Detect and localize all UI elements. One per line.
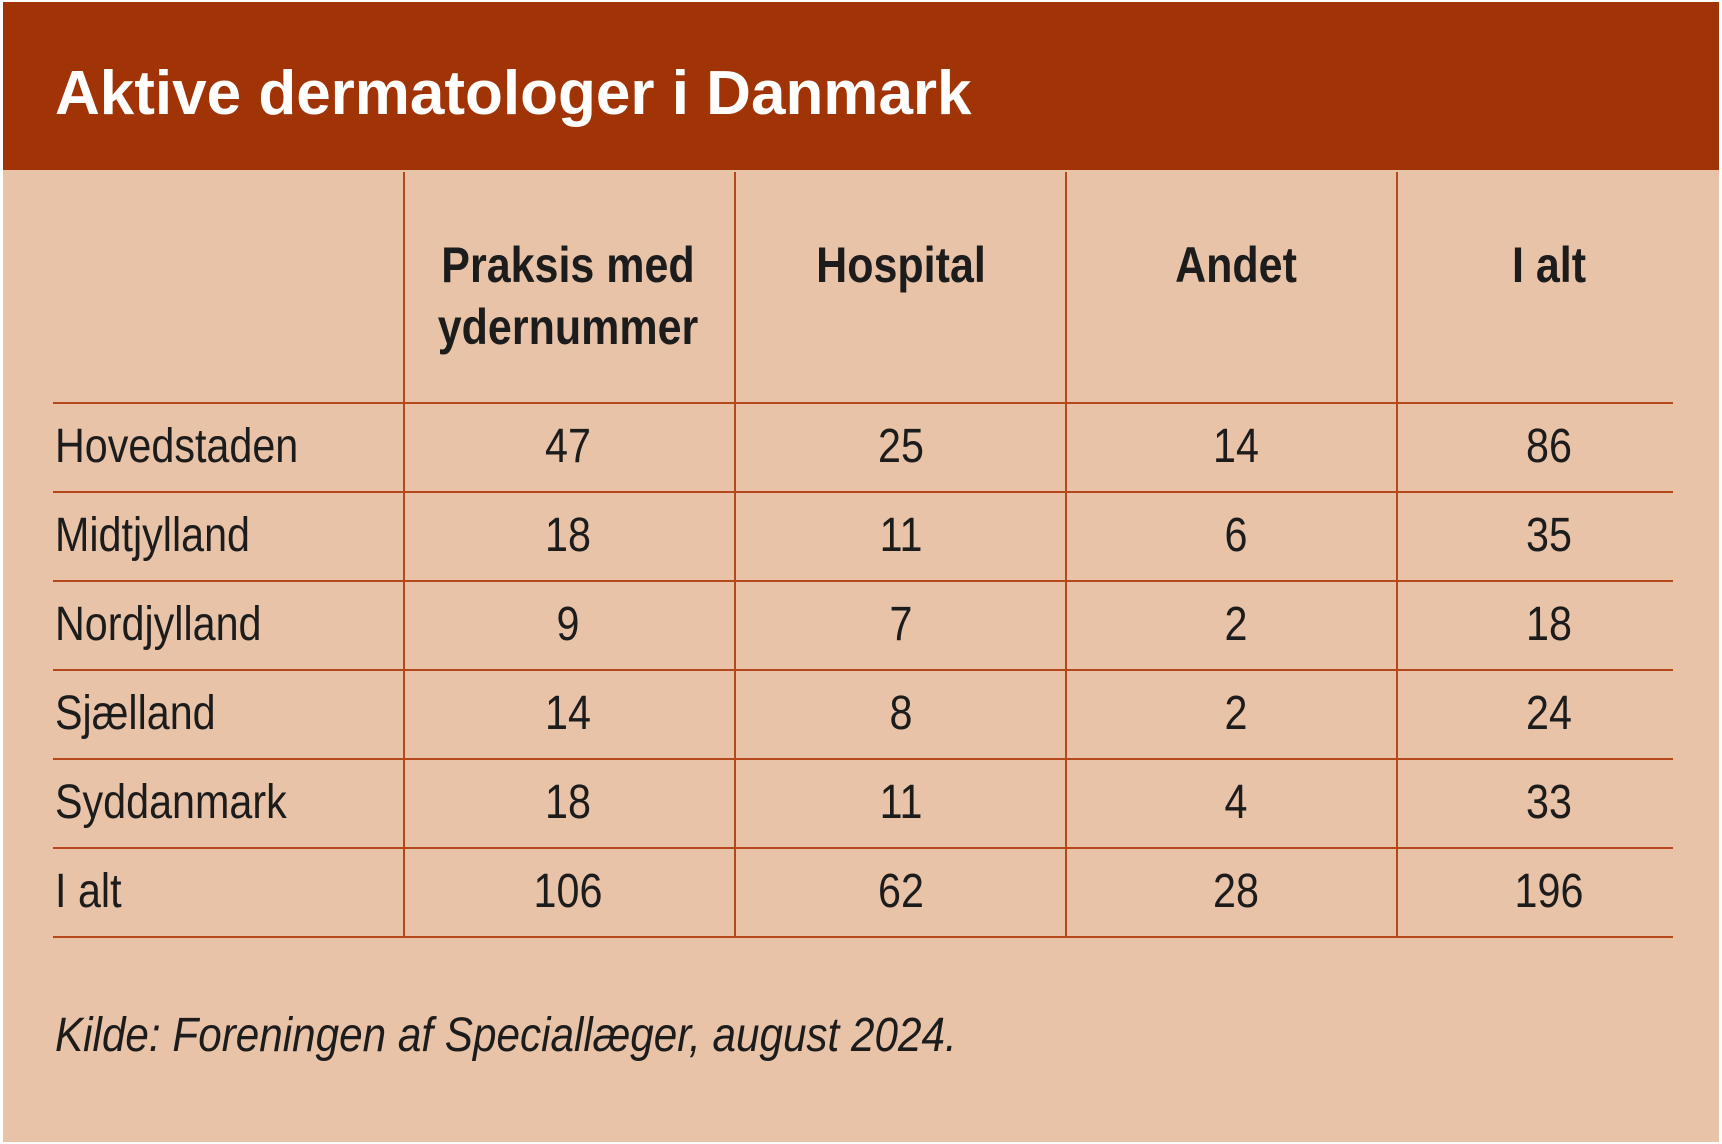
table-cell: 9 xyxy=(556,598,580,651)
table-cell: 14 xyxy=(1213,420,1259,473)
row-divider xyxy=(53,758,1673,760)
row-label: I alt xyxy=(55,865,122,918)
row-divider xyxy=(53,580,1673,582)
table-cell: 28 xyxy=(1213,865,1259,918)
row-divider xyxy=(53,491,1673,493)
column-header: Hospital xyxy=(816,237,986,293)
column-header: Andet xyxy=(1175,237,1297,293)
row-divider xyxy=(53,402,1673,404)
table-cell: 33 xyxy=(1526,776,1572,829)
row-divider xyxy=(53,669,1673,671)
data-table: Praksis med ydernummer Hospital Andet I alt… xyxy=(3,2,1719,1002)
table-cell: 11 xyxy=(879,509,923,562)
row-label: Hovedstaden xyxy=(55,420,299,473)
row-label: Sjælland xyxy=(55,687,216,740)
table-cell: 25 xyxy=(878,420,924,473)
table-title: Aktive dermatologer i Danmark xyxy=(55,59,972,128)
table-cell: 2 xyxy=(1224,687,1248,740)
row-divider xyxy=(53,847,1673,849)
table-cell: 2 xyxy=(1224,598,1248,651)
table-cell: 62 xyxy=(878,865,924,918)
table-cell: 18 xyxy=(545,776,591,829)
row-divider xyxy=(53,936,1673,938)
table-cell: 18 xyxy=(1526,598,1572,651)
table-card: Aktive dermatologer i Danmark Praksis me… xyxy=(3,2,1719,1142)
row-label: Nordjylland xyxy=(55,598,262,651)
table-cell: 11 xyxy=(879,776,923,829)
title-banner: Aktive dermatologer i Danmark xyxy=(3,2,1719,170)
table-cell: 14 xyxy=(545,687,591,740)
row-label: Syddanmark xyxy=(55,776,287,829)
column-divider xyxy=(403,172,405,937)
table-cell: 7 xyxy=(889,598,913,651)
table-cell: 196 xyxy=(1514,865,1584,918)
column-divider xyxy=(1396,172,1398,937)
table-cell: 86 xyxy=(1526,420,1572,473)
source-note: Kilde: Foreningen af Speciallæger, augus… xyxy=(55,1009,957,1062)
table-cell: 18 xyxy=(545,509,591,562)
column-divider xyxy=(734,172,736,937)
column-divider xyxy=(1065,172,1067,937)
column-header: Praksis med ydernummer xyxy=(437,237,699,355)
table-cell: 8 xyxy=(889,687,913,740)
table-cell: 47 xyxy=(545,420,591,473)
row-label: Midtjylland xyxy=(55,509,251,562)
table-cell: 6 xyxy=(1224,509,1248,562)
column-header: I alt xyxy=(1511,237,1587,293)
table-cell: 35 xyxy=(1526,509,1572,562)
table-cell: 106 xyxy=(533,865,603,918)
table-cell: 24 xyxy=(1526,687,1572,740)
table-cell: 4 xyxy=(1224,776,1248,829)
